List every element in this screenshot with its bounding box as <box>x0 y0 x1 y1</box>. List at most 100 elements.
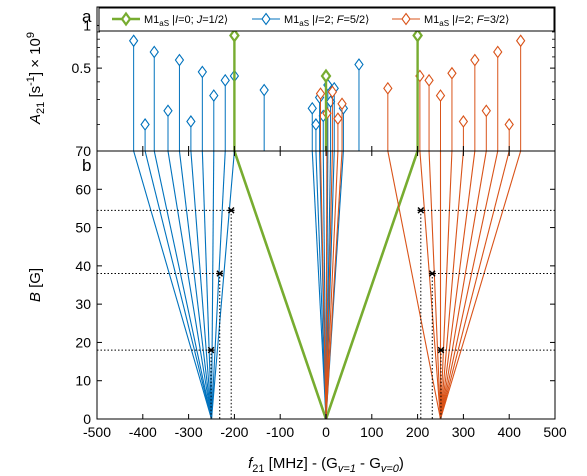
legend-marker-1 <box>261 12 271 26</box>
fan-line-2-1 <box>325 151 328 419</box>
axis-label-part: A <box>27 114 44 125</box>
fan-line-1-2 <box>153 151 213 419</box>
marker-3 <box>417 207 425 214</box>
b-xtick-label-5: 0 <box>322 424 330 440</box>
stem-marker-2-15 <box>515 34 526 48</box>
b-xtick-label-9: 400 <box>498 424 522 440</box>
axis-label-part: =0; <box>178 14 197 26</box>
fan-line-2-13 <box>439 151 499 419</box>
fan-line-2-0 <box>319 151 327 419</box>
stem-marker-1-5 <box>186 115 196 128</box>
fan-line-1-4 <box>178 151 213 419</box>
b-ytick-label-1: 10 <box>75 373 91 389</box>
fan-line-2-15 <box>439 151 522 419</box>
axis-label-part: I <box>455 14 458 26</box>
fan-line-1-5 <box>190 151 213 419</box>
stem-marker-0-0 <box>229 28 240 43</box>
stem-marker-1-8 <box>220 73 230 87</box>
panel-a-y-axis-label: A21 [s-1] × 109 <box>25 32 47 125</box>
b-xtick-label-4: -100 <box>266 424 294 440</box>
legend: M1aS |I=0; J=1/2⟩ M1aS |I=2; F=5/2⟩ M1aS |… <box>98 7 555 32</box>
stem-marker-2-0 <box>315 87 326 101</box>
b-xtick-label-8: 300 <box>452 424 476 440</box>
fan-line-2-10 <box>439 151 464 419</box>
b-ytick-label-7: 70 <box>75 143 91 159</box>
axis-label-part: =2; <box>458 14 477 26</box>
b-xtick-label-3: -200 <box>220 424 248 440</box>
b-xtick-label-1: -400 <box>129 424 157 440</box>
fan-line-2-2 <box>325 151 333 419</box>
fan-line-2-6 <box>419 151 442 419</box>
fan-line-1-9 <box>210 151 235 419</box>
stem-marker-1-3 <box>163 104 173 118</box>
axis-label-part: I <box>315 14 318 26</box>
stem-marker-2-7 <box>424 73 434 87</box>
axis-label-part: | <box>169 14 175 26</box>
axis-label-part: =5/2⟩ <box>343 14 369 26</box>
marker-2 <box>207 346 215 354</box>
axis-label-part: F <box>337 14 345 26</box>
fan-line-2-9 <box>439 151 453 419</box>
legend-marker-2 <box>401 12 411 26</box>
axis-label-part: [MHz] - (G <box>265 455 338 472</box>
axis-label-part: ] × 10 <box>27 38 44 76</box>
axis-label-part: - G <box>356 455 381 472</box>
stem-marker-0-2 <box>412 28 423 43</box>
axis-label-part: F <box>477 14 485 26</box>
legend-text-1: M1aS |I=2; F=5/2⟩ <box>284 14 369 28</box>
fan-line-2-11 <box>439 151 476 419</box>
b-ytick-label-6: 60 <box>75 181 91 197</box>
axis-label-part: f <box>248 455 254 472</box>
fan-line-1-0 <box>133 151 213 419</box>
axis-label-part: | <box>309 14 315 26</box>
stem-marker-1-6 <box>197 65 208 79</box>
fan-line-0-1 <box>324 151 419 419</box>
axis-label-part: I <box>175 14 178 26</box>
stem-marker-2-11 <box>470 53 480 67</box>
b-ytick-label-3: 30 <box>75 296 91 312</box>
panel-a-plot-area <box>128 28 526 151</box>
stem-marker-2-12 <box>481 104 491 118</box>
stem-marker-1-4 <box>174 53 185 67</box>
stem-marker-2-8 <box>435 89 446 103</box>
stem-marker-1-0 <box>128 34 139 48</box>
axis-label-part: aS <box>439 19 449 28</box>
axis-label-part: v=1 <box>338 463 356 475</box>
legend-entry-1: M1aS |I=2; F=5/2⟩ <box>252 12 369 28</box>
axis-label-part: 21 <box>252 463 264 475</box>
panel-b-plot-area <box>97 151 555 419</box>
stem-marker-2-9 <box>447 66 457 80</box>
fan-line-1-11 <box>315 151 327 419</box>
panel-a-label: a <box>82 7 92 26</box>
axis-label-part: ) <box>399 455 404 472</box>
fan-line-0-0 <box>233 151 328 419</box>
stem-marker-2-5 <box>383 81 393 95</box>
axis-label-part: v=0 <box>381 463 400 475</box>
x-axis-label: f21 [MHz] - (Gv=1 - Gv=0) <box>248 455 404 475</box>
stem-marker-1-7 <box>209 89 219 103</box>
axis-label-part: 21 <box>35 102 47 114</box>
marker-0 <box>227 207 235 214</box>
axis-label-part: [G] <box>27 268 44 292</box>
fan-line-2-12 <box>439 151 487 419</box>
stem-marker-1-2 <box>149 45 159 59</box>
stem-marker-2-14 <box>504 118 514 131</box>
b-ytick-label-2: 20 <box>75 334 91 350</box>
axis-label-part: J <box>196 14 203 26</box>
axis-label-part: aS <box>299 19 309 28</box>
stem-marker-1-12 <box>311 118 321 131</box>
fan-line-2-3 <box>325 151 339 419</box>
axis-label-part: B <box>27 292 44 302</box>
panel-b-y-axis-label: B [G] <box>27 268 44 302</box>
fan-line-1-6 <box>201 151 213 419</box>
b-xtick-label-6: 100 <box>360 424 384 440</box>
axis-label-part: =2; <box>318 14 337 26</box>
stem-marker-2-3 <box>333 112 343 126</box>
stem-marker-2-2 <box>327 85 338 99</box>
fan-line-1-1 <box>144 151 213 419</box>
b-xtick-label-10: 500 <box>543 424 567 440</box>
axis-label-part: =1/2⟩ <box>202 14 228 26</box>
a-ytick-label-0: 0.5 <box>72 60 92 76</box>
legend-text-2: M1aS |I=2; F=3/2⟩ <box>424 14 509 28</box>
